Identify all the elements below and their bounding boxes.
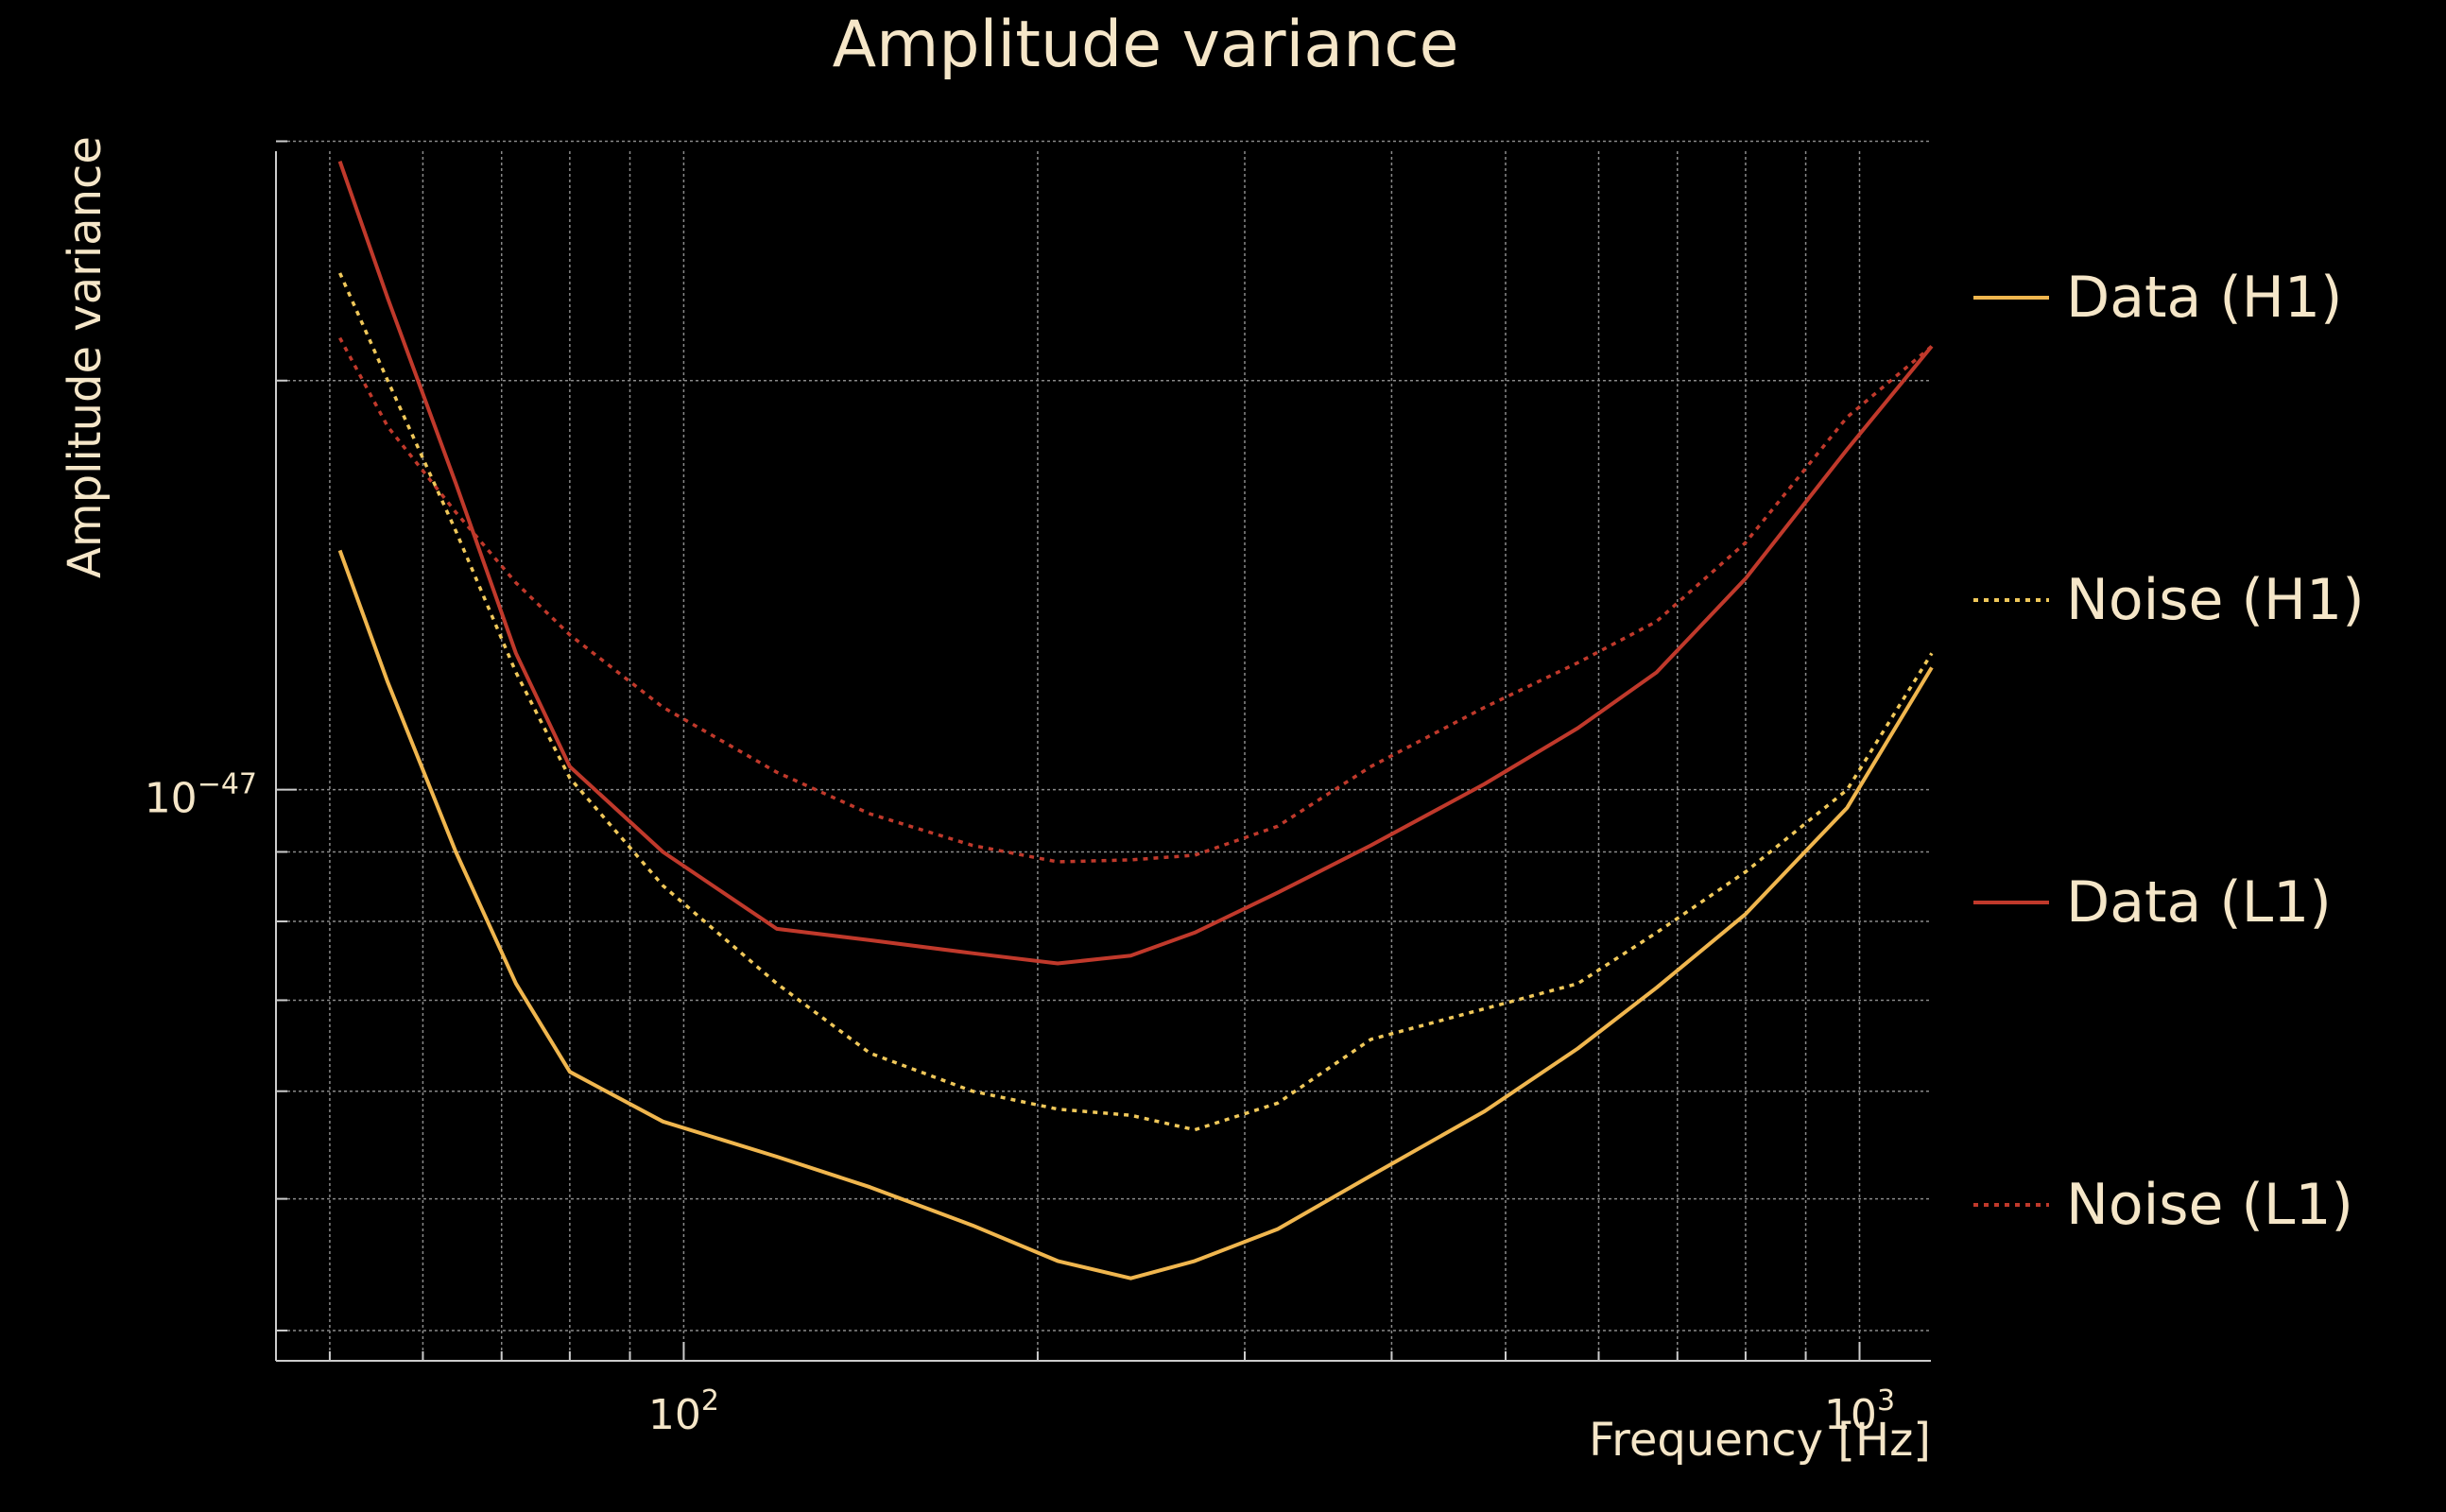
y-axis-label: Amplitude variance bbox=[59, 136, 112, 578]
x-tick-label: 103 bbox=[1824, 1384, 1895, 1439]
grid-lines bbox=[276, 140, 1931, 1361]
legend-label-3: Data (L1) bbox=[2066, 869, 2332, 936]
series-line-3 bbox=[337, 161, 1934, 966]
axes bbox=[275, 140, 1931, 1362]
legend-label-2: Noise (H1) bbox=[2066, 567, 2365, 633]
y-tick-label: 10−47 bbox=[145, 768, 257, 823]
tick-labels: 102 103 10−47 bbox=[145, 768, 1895, 1439]
legend: Data (H1) Noise (H1) Data (L1) Noise (L1) bbox=[1973, 265, 2365, 1238]
legend-label-4: Noise (L1) bbox=[2066, 1172, 2353, 1238]
series-lines bbox=[337, 161, 1934, 1280]
series-line-4 bbox=[338, 336, 1934, 864]
series-line-1 bbox=[337, 549, 1934, 1280]
legend-label-1: Data (H1) bbox=[2066, 265, 2342, 331]
x-tick-label: 102 bbox=[648, 1384, 719, 1439]
series-line-2 bbox=[338, 272, 1934, 1132]
chart-title: Amplitude variance bbox=[833, 8, 1459, 82]
x-axis-label: Frequency [Hz] bbox=[1589, 1414, 1931, 1467]
